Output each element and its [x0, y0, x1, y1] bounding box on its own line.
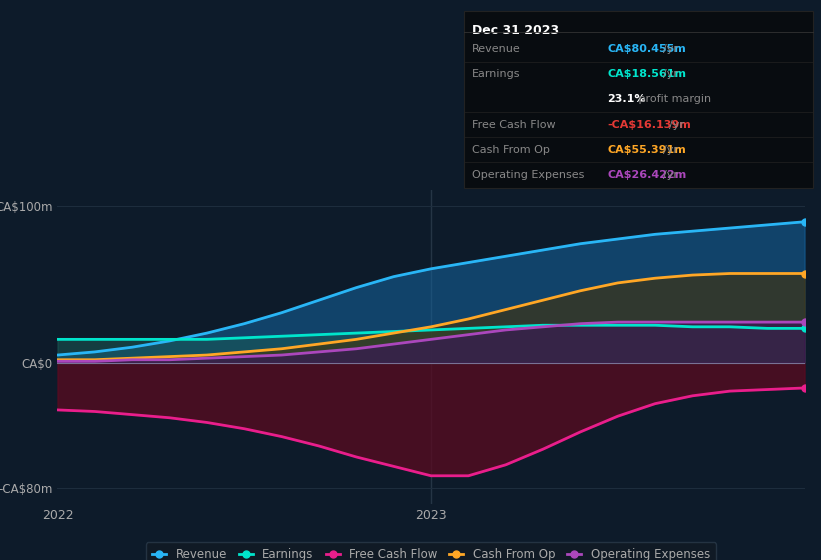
Text: /yr: /yr: [663, 145, 678, 155]
Text: Cash From Op: Cash From Op: [472, 145, 550, 155]
Text: CA$26.422m: CA$26.422m: [608, 170, 687, 180]
Text: 23.1%: 23.1%: [608, 95, 646, 104]
Text: /yr: /yr: [669, 120, 684, 129]
Text: Operating Expenses: Operating Expenses: [472, 170, 585, 180]
Text: /yr: /yr: [663, 170, 678, 180]
Text: profit margin: profit margin: [635, 95, 712, 104]
Text: -CA$16.139m: -CA$16.139m: [608, 120, 691, 129]
Text: CA$55.391m: CA$55.391m: [608, 145, 686, 155]
Text: CA$80.455m: CA$80.455m: [608, 44, 686, 54]
Text: /yr: /yr: [663, 44, 678, 54]
Text: CA$18.561m: CA$18.561m: [608, 69, 686, 79]
Text: /yr: /yr: [663, 69, 678, 79]
Text: Free Cash Flow: Free Cash Flow: [472, 120, 556, 129]
Text: Dec 31 2023: Dec 31 2023: [472, 24, 559, 36]
Text: Earnings: Earnings: [472, 69, 521, 79]
Text: Revenue: Revenue: [472, 44, 521, 54]
Legend: Revenue, Earnings, Free Cash Flow, Cash From Op, Operating Expenses: Revenue, Earnings, Free Cash Flow, Cash …: [146, 542, 716, 560]
